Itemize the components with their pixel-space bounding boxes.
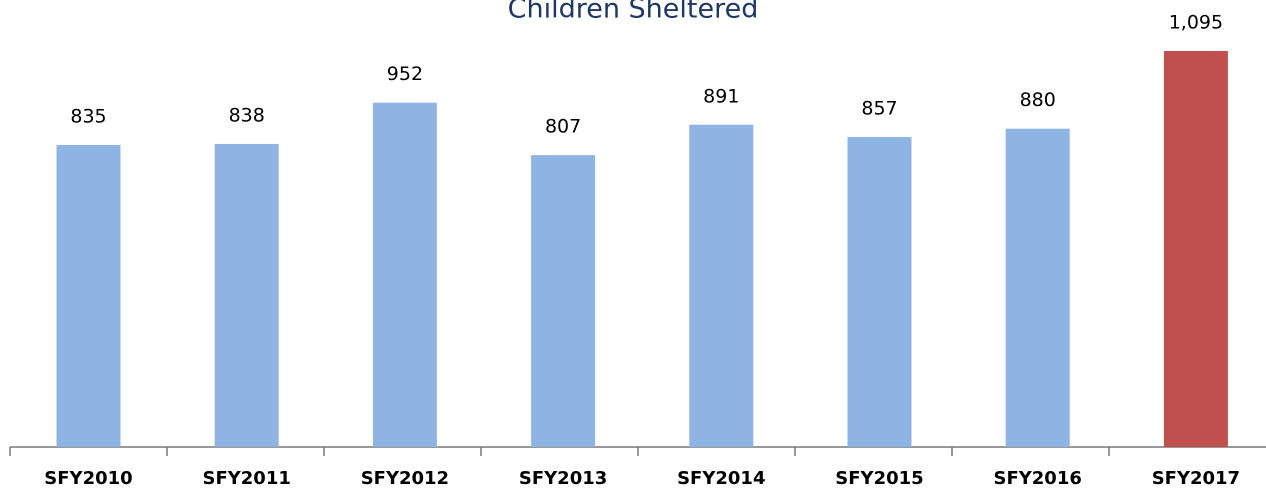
x-tick-label: SFY2017 xyxy=(1152,468,1240,489)
x-tick-label: SFY2015 xyxy=(835,468,923,489)
x-tick-label: SFY2014 xyxy=(677,468,765,489)
x-tick-label: SFY2010 xyxy=(44,468,132,489)
x-tick-label: SFY2016 xyxy=(993,468,1081,489)
bar xyxy=(1163,50,1228,447)
value-label: 1,095 xyxy=(1169,11,1223,33)
bar xyxy=(847,137,912,447)
bar xyxy=(1005,128,1070,447)
x-tick-label: SFY2012 xyxy=(361,468,449,489)
bar xyxy=(372,102,437,448)
bar xyxy=(214,143,279,447)
value-label: 807 xyxy=(545,116,581,138)
x-tick-label: SFY2013 xyxy=(519,468,607,489)
x-tick-label: SFY2011 xyxy=(202,468,290,489)
value-label: 857 xyxy=(861,98,897,120)
value-label: 891 xyxy=(703,85,739,107)
chart-title: Children Sheltered xyxy=(508,0,759,25)
bar xyxy=(56,145,121,447)
value-label: 838 xyxy=(229,104,265,126)
bar xyxy=(531,155,596,447)
value-label: 952 xyxy=(387,63,423,85)
value-label: 880 xyxy=(1020,89,1056,111)
bar xyxy=(689,124,754,447)
value-label: 835 xyxy=(70,106,106,128)
